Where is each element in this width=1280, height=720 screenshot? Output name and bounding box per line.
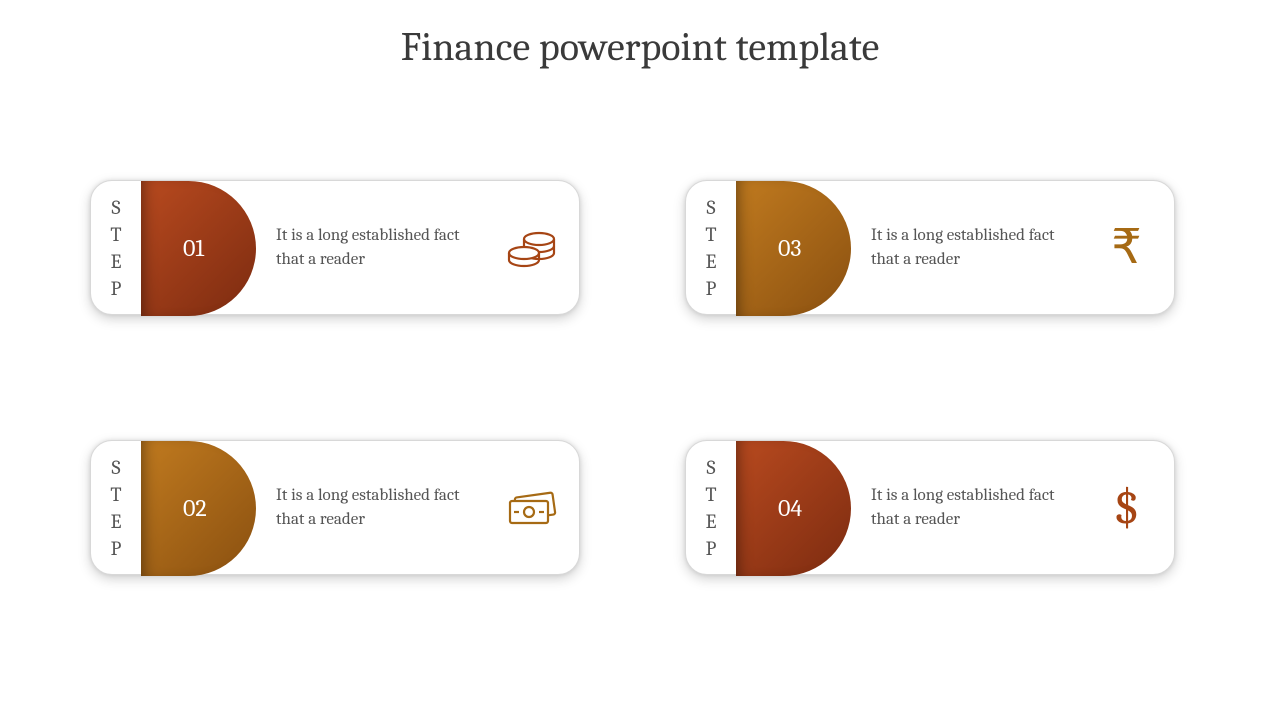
step-badge: 01 bbox=[141, 181, 256, 314]
coins-icon bbox=[499, 181, 579, 314]
step-card-4: STEP 04 It is a long established fact th… bbox=[685, 440, 1175, 575]
step-vertical-label: STEP bbox=[686, 441, 736, 574]
page-title: Finance powerpoint template bbox=[0, 0, 1280, 70]
step-badge: 04 bbox=[736, 441, 851, 574]
step-description: It is a long established fact that a rea… bbox=[256, 181, 499, 314]
step-number: 02 bbox=[183, 494, 207, 522]
cash-icon bbox=[499, 441, 579, 574]
rupee-icon: ₹ bbox=[1094, 181, 1174, 314]
step-badge: 02 bbox=[141, 441, 256, 574]
step-number: 01 bbox=[183, 234, 204, 262]
step-number: 03 bbox=[778, 234, 801, 262]
dollar-icon: $ bbox=[1094, 441, 1174, 574]
step-badge: 03 bbox=[736, 181, 851, 314]
step-vertical-label: STEP bbox=[686, 181, 736, 314]
step-card-2: STEP 02 It is a long established fact th… bbox=[90, 440, 580, 575]
card-grid: STEP 01 It is a long established fact th… bbox=[0, 180, 1280, 700]
step-description: It is a long established fact that a rea… bbox=[851, 181, 1094, 314]
step-vertical-label: STEP bbox=[91, 181, 141, 314]
step-card-3: STEP 03 It is a long established fact th… bbox=[685, 180, 1175, 315]
step-description: It is a long established fact that a rea… bbox=[256, 441, 499, 574]
step-number: 04 bbox=[778, 494, 802, 522]
step-vertical-label: STEP bbox=[91, 441, 141, 574]
step-description: It is a long established fact that a rea… bbox=[851, 441, 1094, 574]
step-card-1: STEP 01 It is a long established fact th… bbox=[90, 180, 580, 315]
